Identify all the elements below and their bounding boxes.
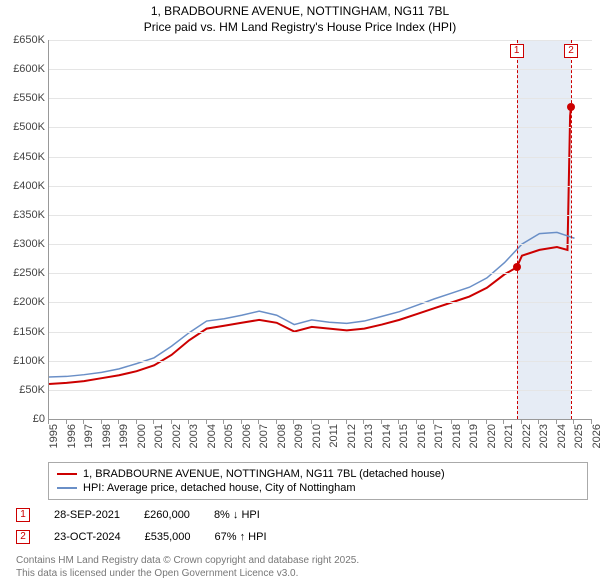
x-axis-label: 2016 — [416, 424, 428, 448]
legend-swatch-icon — [57, 487, 77, 489]
gridline — [49, 332, 592, 333]
marker-badge: 1 — [510, 44, 524, 58]
y-axis-label: £650K — [13, 34, 45, 46]
series-line-hpi — [49, 232, 574, 377]
x-axis-label: 2021 — [503, 424, 515, 448]
x-axis-label: 2000 — [136, 424, 148, 448]
y-axis-label: £200K — [13, 296, 45, 308]
marker-line — [517, 40, 518, 419]
gridline — [49, 186, 592, 187]
marker-point — [513, 263, 521, 271]
chart-legend: 1, BRADBOURNE AVENUE, NOTTINGHAM, NG11 7… — [48, 462, 588, 500]
legend-item-hpi: HPI: Average price, detached house, City… — [57, 481, 579, 495]
series-line-price_paid — [49, 107, 571, 384]
y-axis-label: £500K — [13, 121, 45, 133]
row-date: 23-OCT-2024 — [54, 531, 121, 543]
gridline — [49, 69, 592, 70]
y-axis-label: £400K — [13, 180, 45, 192]
x-axis-label: 2012 — [346, 424, 358, 448]
x-axis-labels: 1995 1996 1997 1998 1999 2000 2001 2002 2003 2004… — [48, 420, 592, 456]
x-axis-label: 2020 — [486, 424, 498, 448]
x-axis-label: 2004 — [206, 424, 218, 448]
gridline — [49, 127, 592, 128]
gridline — [49, 302, 592, 303]
y-axis-label: £550K — [13, 92, 45, 104]
y-axis-label: £100K — [13, 355, 45, 367]
row-date: 28-SEP-2021 — [54, 509, 120, 521]
marker-badge: 2 — [564, 44, 578, 58]
gridline — [49, 244, 592, 245]
x-axis-label: 2018 — [451, 424, 463, 448]
x-axis-label: 2008 — [276, 424, 288, 448]
x-axis-label: 2013 — [363, 424, 375, 448]
gridline — [49, 273, 592, 274]
x-axis-label: 2006 — [241, 424, 253, 448]
y-axis-label: £150K — [13, 326, 45, 338]
x-axis-label: 2002 — [171, 424, 183, 448]
y-axis-label: £450K — [13, 151, 45, 163]
x-axis-label: 2023 — [538, 424, 550, 448]
footer-line: Contains HM Land Registry data © Crown c… — [16, 554, 588, 567]
legend-swatch-icon — [57, 473, 77, 475]
y-axis-label: £600K — [13, 63, 45, 75]
x-axis-label: 2019 — [468, 424, 480, 448]
y-axis-label: £350K — [13, 209, 45, 221]
gridline — [49, 361, 592, 362]
x-axis-label: 1999 — [118, 424, 130, 448]
x-axis-label: 2001 — [153, 424, 165, 448]
x-axis-label: 1997 — [83, 424, 95, 448]
row-price: £260,000 — [144, 509, 190, 521]
gridline — [49, 98, 592, 99]
chart-subtitle: Price paid vs. HM Land Registry's House … — [0, 20, 600, 40]
footer-line: This data is licensed under the Open Gov… — [16, 567, 588, 580]
row-marker-badge: 1 — [16, 508, 30, 522]
x-axis-label: 2015 — [398, 424, 410, 448]
x-axis-label: 2011 — [328, 424, 340, 448]
row-change: 8% ↓ HPI — [214, 509, 260, 521]
x-axis-label: 2005 — [223, 424, 235, 448]
legend-label: 1, BRADBOURNE AVENUE, NOTTINGHAM, NG11 7… — [83, 468, 445, 480]
x-axis-label: 1995 — [48, 424, 60, 448]
row-price: £535,000 — [145, 531, 191, 543]
x-axis-label: 2017 — [433, 424, 445, 448]
gridline — [49, 390, 592, 391]
x-axis-label: 2022 — [521, 424, 533, 448]
y-axis-label: £0 — [33, 413, 45, 425]
chart-plot-area: £0£50K£100K£150K£200K£250K£300K£350K£400… — [48, 40, 592, 420]
y-axis-label: £300K — [13, 238, 45, 250]
x-axis-label: 2025 — [573, 424, 585, 448]
gridline — [49, 157, 592, 158]
chart-svg — [49, 40, 592, 419]
row-change: 67% ↑ HPI — [215, 531, 267, 543]
table-row: 2 23-OCT-2024 £535,000 67% ↑ HPI — [16, 526, 600, 548]
x-axis-label: 2024 — [556, 424, 568, 448]
transaction-table: 1 28-SEP-2021 £260,000 8% ↓ HPI 2 23-OCT… — [16, 504, 600, 548]
x-axis-label: 1996 — [66, 424, 78, 448]
x-axis-label: 2014 — [381, 424, 393, 448]
marker-line — [571, 40, 572, 419]
row-marker-badge: 2 — [16, 530, 30, 544]
chart-container: 1, BRADBOURNE AVENUE, NOTTINGHAM, NG11 7… — [0, 0, 600, 560]
footer-attribution: Contains HM Land Registry data © Crown c… — [16, 554, 588, 580]
x-axis-label: 2003 — [188, 424, 200, 448]
y-axis-label: £50K — [19, 384, 45, 396]
gridline — [49, 215, 592, 216]
x-axis-label: 2010 — [311, 424, 323, 448]
x-axis-label: 1998 — [101, 424, 113, 448]
table-row: 1 28-SEP-2021 £260,000 8% ↓ HPI — [16, 504, 600, 526]
marker-point — [567, 103, 575, 111]
x-axis-label: 2009 — [293, 424, 305, 448]
y-axis-label: £250K — [13, 267, 45, 279]
legend-label: HPI: Average price, detached house, City… — [83, 482, 356, 494]
chart-title: 1, BRADBOURNE AVENUE, NOTTINGHAM, NG11 7… — [0, 0, 600, 20]
x-axis-label: 2007 — [258, 424, 270, 448]
legend-item-price-paid: 1, BRADBOURNE AVENUE, NOTTINGHAM, NG11 7… — [57, 467, 579, 481]
gridline — [49, 40, 592, 41]
x-axis-label: 2026 — [591, 424, 600, 448]
